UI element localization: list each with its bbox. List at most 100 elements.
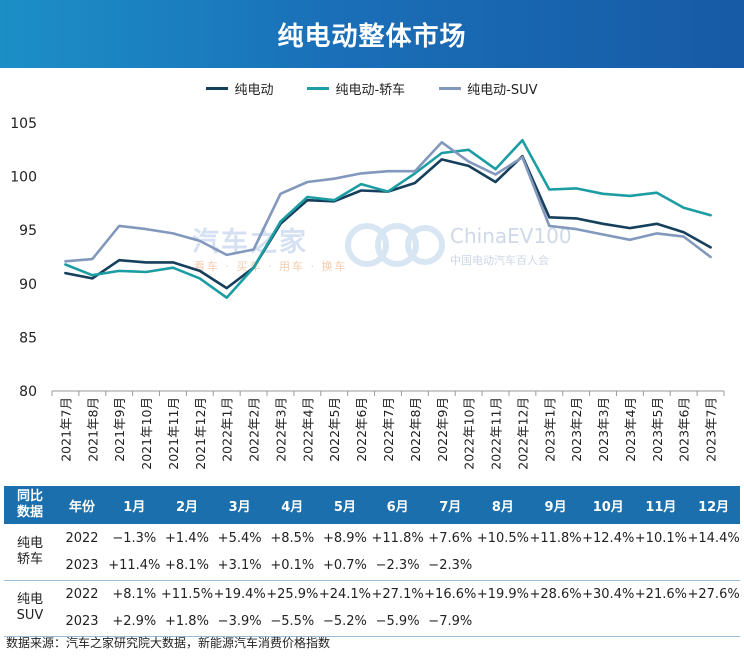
table-row: 纯电 轿车 2022 −1.3% +1.4% +5.4% +8.5% +8.9% +11.8%… — [4, 524, 740, 581]
table-value-cell: −1.3% — [112, 530, 157, 546]
x-tick-label: 2022年2月 — [247, 397, 262, 462]
table-category-cell: 纯电 SUV — [4, 580, 56, 637]
table-value-cell: +11.8% — [529, 530, 582, 546]
table-year-cell: 2022 — [65, 586, 99, 602]
table-header-cell: 5月 — [318, 486, 372, 524]
table-value-cell: +7.6% — [428, 530, 473, 546]
table-value-cell: +25.9% — [266, 586, 319, 602]
y-tick-label: 80 — [19, 384, 37, 400]
x-tick-label: 2021年10月 — [139, 397, 154, 470]
legend-label: 纯电动-SUV — [467, 83, 538, 98]
table-value-cell: +30.4% — [582, 586, 635, 602]
x-tick-label: 2021年8月 — [85, 397, 100, 462]
table-value-cell — [687, 552, 740, 581]
legend-swatch — [206, 87, 229, 90]
table-header-cell: 年份 — [56, 486, 108, 524]
table-value-cell: +2.9% — [108, 608, 161, 637]
table-value-cell: +27.6% — [687, 586, 740, 602]
chinaev100-logo-icon — [345, 223, 445, 267]
chart-title: 纯电动整体市场 — [277, 21, 467, 52]
table-category-cell: 纯电 轿车 — [4, 524, 56, 581]
table-row: 2023 +11.4% +8.1% +3.1% +0.1% +0.7% −2.3% −2.3% — [4, 552, 740, 581]
table-value-cell: −5.5% — [265, 608, 319, 637]
y-tick-label: 100 — [10, 170, 37, 186]
table-value-cell — [581, 608, 635, 637]
legend-item: 纯电动 — [206, 79, 273, 98]
table-value-cell: +14.4% — [687, 530, 740, 546]
x-tick-label: 2023年6月 — [677, 397, 692, 462]
x-tick-label: 2022年3月 — [273, 397, 288, 462]
table-header-cell: 8月 — [476, 486, 530, 524]
table-row: 2023 +2.9% +1.8% −3.9% −5.5% −5.2% −5.9% −7.9% — [4, 608, 740, 637]
series-line — [64, 138, 712, 299]
table-value-cell: +8.1% — [160, 552, 214, 581]
x-tick-label: 2023年3月 — [596, 397, 611, 462]
x-tick-label: 2023年1月 — [542, 397, 557, 462]
table-value-cell: +0.1% — [265, 552, 319, 581]
table-header-cell: 6月 — [371, 486, 424, 524]
table-value-cell: +10.5% — [476, 530, 530, 546]
table-header-cell: 10月 — [581, 486, 635, 524]
legend-swatch — [439, 87, 462, 90]
table-value-cell: +8.5% — [270, 530, 315, 546]
data-source: 数据来源：汽车之家研究院大数据，新能源汽车消费价格指数 — [6, 636, 331, 650]
table-value-cell: +16.6% — [424, 586, 477, 602]
table-value-cell — [529, 552, 582, 581]
table-value-cell: +1.8% — [160, 608, 214, 637]
legend-label: 纯电动 — [234, 83, 274, 98]
table-value-cell — [476, 608, 530, 637]
y-tick-label: 95 — [19, 223, 37, 239]
legend-label: 纯电动-轿车 — [335, 83, 406, 98]
x-tick-label: 2022年9月 — [435, 397, 450, 462]
table-year-cell: 2023 — [56, 608, 108, 637]
table-value-cell: −2.3% — [423, 552, 477, 581]
table-header-cell: 11月 — [634, 486, 688, 524]
table-value-cell — [687, 608, 740, 637]
table-header-cell: 1月 — [108, 486, 161, 524]
x-tick-label: 2022年1月 — [220, 397, 235, 462]
autohome-watermark: 汽车之家 — [192, 227, 308, 258]
x-tick-label: 2022年11月 — [489, 397, 504, 470]
y-tick-label: 85 — [19, 330, 37, 346]
table-row: 纯电 SUV 2022 +8.1% +11.5% +19.4% +25.9% +24.1% +… — [4, 580, 740, 637]
x-tick-label: 2021年9月 — [112, 397, 127, 462]
table-value-cell — [581, 552, 635, 581]
table-value-cell: +11.5% — [160, 586, 214, 602]
table-value-cell — [634, 608, 688, 637]
table-value-cell: −5.2% — [318, 608, 372, 637]
x-tick-label: 2023年5月 — [650, 397, 665, 462]
table-year-cell: 2022 — [65, 530, 99, 546]
x-tick-label: 2022年10月 — [462, 397, 477, 470]
table-header-row: 同比 数据 年份 1月 2月 3月 4月 5月 6月 7月 8月 9月 10月 11月 12月 — [4, 486, 740, 524]
table-header-cell: 9月 — [529, 486, 582, 524]
table-value-cell: +5.4% — [217, 530, 262, 546]
table-value-cell: −2.3% — [371, 552, 424, 581]
yoy-table: 同比 数据 年份 1月 2月 3月 4月 5月 6月 7月 8月 9月 10月 11月 12月 纯电 轿车 2… — [4, 486, 740, 637]
table-header-cell: 4月 — [265, 486, 319, 524]
series-line — [64, 140, 712, 263]
x-tick-label: 2022年8月 — [408, 397, 423, 462]
legend-item: 纯电动-SUV — [439, 79, 538, 98]
table-header-cell: 12月 — [687, 486, 740, 524]
table-value-cell: −5.9% — [371, 608, 424, 637]
chinaev100-watermark-sub: 中国电动汽车百人会 — [450, 254, 549, 267]
table-value-cell: +0.7% — [318, 552, 372, 581]
y-tick-label: 105 — [10, 116, 37, 132]
table-header-cell: 2月 — [160, 486, 214, 524]
chinaev100-watermark: ChinaEV100 — [450, 224, 572, 248]
x-tick-label: 2022年12月 — [515, 397, 530, 470]
table-year-cell: 2023 — [56, 552, 108, 581]
table-value-cell: +11.4% — [108, 552, 161, 581]
table-value-cell: +12.4% — [582, 530, 635, 546]
table-value-cell: −7.9% — [423, 608, 477, 637]
table-value-cell: +8.1% — [112, 586, 157, 602]
table-value-cell: +19.9% — [476, 586, 530, 602]
table-value-cell: +24.1% — [318, 586, 372, 602]
x-tick-label: 2022年7月 — [381, 397, 396, 462]
table-header-cell: 3月 — [213, 486, 266, 524]
x-tick-label: 2023年4月 — [623, 397, 638, 462]
table-value-cell: +21.6% — [634, 586, 687, 602]
table-value-cell: +10.1% — [634, 530, 687, 546]
table-value-cell — [634, 552, 688, 581]
x-tick-label: 2022年6月 — [354, 397, 369, 462]
